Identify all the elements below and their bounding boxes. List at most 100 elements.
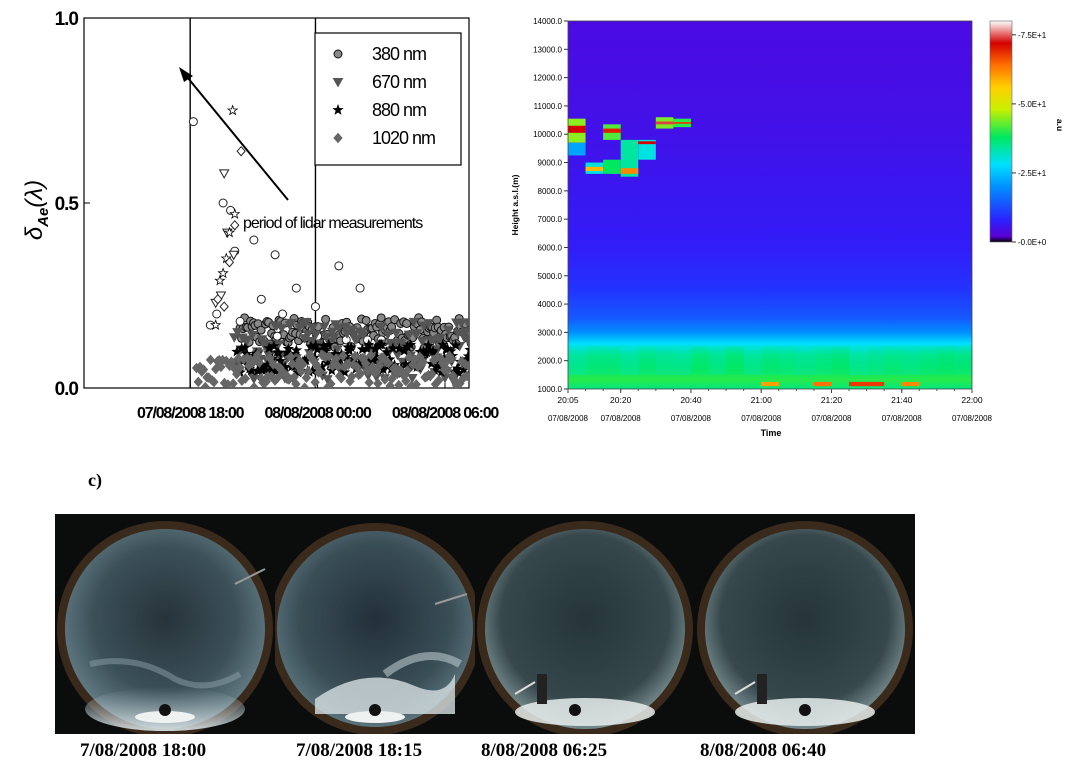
chart-b-xlabel: Time — [761, 428, 782, 438]
chart-b-xtick-time-4: 21:20 — [821, 395, 843, 405]
chart-b-surface-hotspot-3 — [901, 381, 920, 387]
chart-a-point — [290, 344, 303, 356]
allsky-photo-4 — [697, 521, 913, 734]
chart-a-point — [338, 350, 348, 362]
chart-a-point-open — [218, 169, 230, 179]
chart-a-arrow-line — [182, 71, 289, 201]
chart-a-point — [363, 338, 375, 350]
sky-caption-1: 7/08/2008 18:00 — [80, 740, 207, 761]
chart-a-point-open — [220, 252, 232, 264]
chart-a-point-open — [256, 294, 266, 304]
sky-caption-2: 7/08/2008 18:15 — [296, 740, 423, 761]
chart-a-point — [355, 368, 366, 379]
sky-caption-3: 8/08/2008 06:25 — [481, 740, 608, 761]
chart-b-colorbar — [989, 20, 1013, 243]
chart-a-point — [404, 338, 417, 350]
chart-a-legend-marker-0 — [333, 49, 343, 59]
chart-b-xtick-time-3: 21:00 — [751, 395, 773, 405]
chart-b-colorbar-label-0: -7.5E+1 — [1018, 31, 1047, 40]
chart-a-point — [361, 315, 371, 325]
chart-b-cloud-cell-1 — [568, 125, 586, 133]
chart-a-point — [346, 325, 358, 336]
chart-a-point — [380, 346, 393, 357]
chart-a-point — [439, 373, 451, 384]
chart-a-point — [443, 364, 453, 376]
chart-a-point — [326, 327, 338, 338]
chart-a-point — [268, 340, 280, 351]
chart-a-point — [310, 376, 320, 388]
chart-a-point-open — [272, 331, 282, 341]
chart-a-point — [319, 344, 331, 355]
chart-b-cloud-cell-7 — [603, 128, 621, 133]
chart-a-point — [246, 331, 258, 341]
chart-b-pbl-cell — [884, 346, 903, 375]
chart-a-point — [228, 378, 238, 388]
allsky-photo-2 — [275, 523, 475, 734]
chart-b-pbl-cell — [813, 346, 832, 375]
chart-a-point-open — [334, 261, 344, 271]
panel-c-label: c) — [88, 470, 102, 490]
chart-a-annotation: period of lidar measurements — [243, 215, 423, 232]
chart-a-point — [291, 378, 301, 388]
chart-b-ytick-label-9: 10000.0 — [533, 130, 562, 139]
chart-b-xtick-date-5: 07/08/2008 — [882, 414, 923, 423]
chart-b-pbl-cell — [585, 346, 604, 375]
chart-a-point — [235, 362, 245, 373]
chart-a-point — [465, 355, 469, 363]
chart-b-xtick-time-1: 20:20 — [610, 395, 632, 405]
chart-b-pbl-cell — [655, 346, 674, 375]
chart-b-cloud-cell-2 — [568, 142, 586, 156]
chart-b-pbl-cell — [761, 346, 780, 375]
chart-a-plot — [188, 104, 469, 388]
chart-a-xtick-label-2: 08/08/2008 06:00 — [392, 405, 500, 422]
chart-a-point — [393, 342, 405, 354]
chart-a-ylabel: δAe(λ) — [21, 180, 52, 240]
chart-a-point — [401, 375, 411, 387]
chart-a-ytick-label-1: 0.5 — [55, 194, 80, 215]
chart-a-xtick-label-1: 08/08/2008 00:00 — [264, 405, 372, 422]
chart-b-cloud-cell-10 — [638, 139, 656, 160]
chart-b-pbl-cell — [638, 346, 657, 375]
chart-a-point — [324, 350, 334, 362]
chart-a-point — [282, 342, 294, 354]
chart-a-point-open — [227, 104, 239, 116]
sky-image-3 — [475, 514, 695, 734]
chart-b-xtick-date-4: 07/08/2008 — [811, 414, 852, 423]
chart-b-cloud-cell-8 — [620, 139, 639, 177]
chart-a-xtick-label-0: 07/08/2008 18:00 — [137, 405, 245, 422]
chart-b-xtick-time-2: 20:40 — [680, 395, 702, 405]
chart-b-pbl-cell — [936, 346, 955, 375]
chart-b-pbl-cell — [603, 346, 622, 375]
chart-a-point-open — [355, 283, 365, 293]
sky-image-4 — [695, 514, 915, 734]
chart-a-legend-marker-1 — [332, 78, 344, 88]
chart-a-point — [376, 313, 386, 323]
chart-a-point — [451, 362, 463, 374]
chart-a-point — [298, 358, 308, 370]
chart-a-point-open — [278, 309, 288, 319]
chart-a-point-open — [223, 226, 236, 238]
chart-a-point — [418, 321, 430, 332]
chart-a-point — [418, 356, 428, 368]
chart-b-ytick-label-7: 8000.0 — [538, 187, 563, 196]
chart-b-frame — [567, 20, 973, 390]
chart-b-cloud-cell-6 — [603, 159, 621, 174]
chart-a-point — [450, 339, 462, 351]
chart-a-point — [374, 360, 385, 371]
chart-b-ytick-label-3: 4000.0 — [538, 300, 563, 309]
chart-a-point — [322, 338, 335, 350]
chart-a-point — [383, 357, 394, 369]
chart-a-point — [322, 375, 333, 385]
chart-b-xtick-date-1: 07/08/2008 — [601, 414, 642, 423]
chart-a-point — [326, 378, 336, 388]
chart-a-point — [455, 318, 467, 329]
chart-a-point-open — [217, 267, 229, 279]
sky-image-1 — [55, 514, 275, 734]
chart-a-point-open — [236, 145, 246, 157]
chart-a-series-3 — [191, 145, 469, 388]
chart-b-xtick-time-0: 20:05 — [557, 395, 579, 405]
chart-a-point-open — [224, 256, 235, 268]
chart-a-point — [307, 323, 319, 334]
allsky-photo-1 — [57, 521, 273, 734]
chart-a-point — [406, 374, 418, 384]
